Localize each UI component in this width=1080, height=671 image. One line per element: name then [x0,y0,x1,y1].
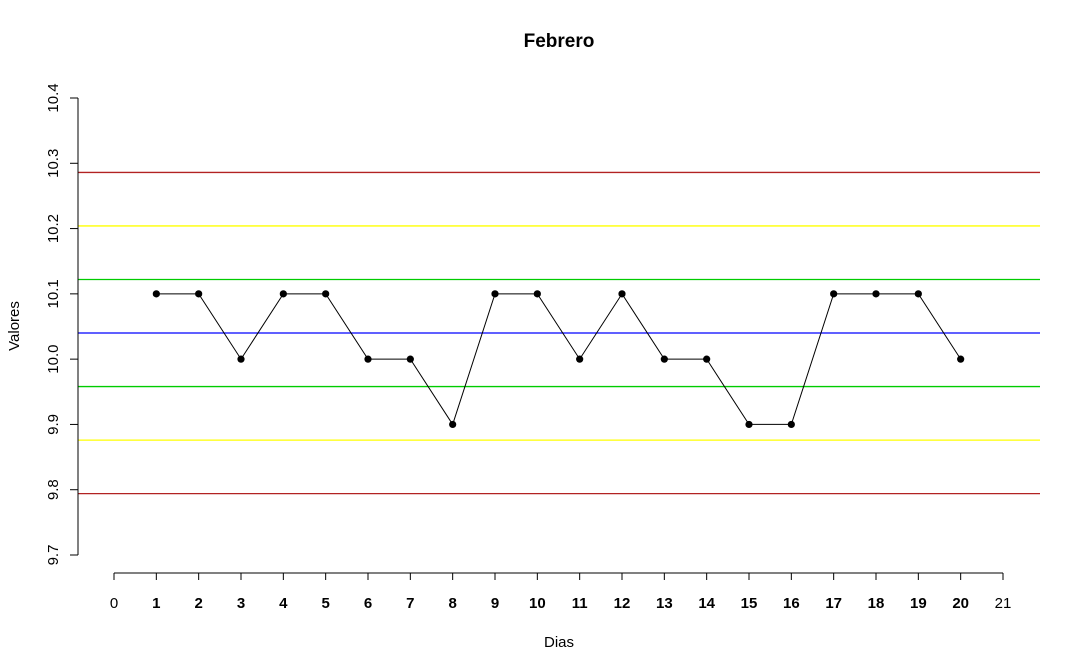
x-tick-label: 12 [614,595,631,612]
data-point [533,290,541,298]
x-tick-label: 18 [868,595,885,612]
reference-lines [78,171,1040,495]
data-point [660,355,668,363]
y-tick-label: 10.0 [45,345,62,374]
data-point [491,290,499,298]
x-tick-label: 20 [952,595,969,612]
x-tick-label: 9 [491,595,499,612]
x-tick-label: 15 [741,595,758,612]
x-tick-label: 16 [783,595,800,612]
x-tick-label: 3 [237,595,245,612]
data-point [576,355,584,363]
x-tick-label: 14 [698,595,715,612]
y-tick-label: 10.2 [45,214,62,243]
x-tick-label: 0 [110,595,118,612]
data-point [152,290,160,298]
data-point [703,355,711,363]
data-point [322,290,330,298]
data-point [449,420,457,429]
data-point [830,290,838,298]
x-tick-label: 13 [656,595,673,612]
data-series [152,290,965,429]
y-tick-label: 10.1 [45,279,62,308]
x-tick-label: 5 [321,595,329,612]
x-axis-ticks: 0 1 2 3 4 5 6 7 8 9 10 11 12 13 14 15 16 17 18 19 20 21 [110,573,1012,612]
x-tick-label: 2 [194,595,202,612]
x-tick-label: 4 [279,595,288,612]
data-point [279,290,287,298]
y-tick-label: 9.9 [45,414,62,435]
data-point [872,290,880,298]
x-tick-label: 21 [995,595,1012,612]
data-point [787,420,795,429]
chart-title: Febrero [524,31,595,52]
data-point [406,355,414,363]
y-axis-ticks: 9.7 9.8 9.9 10.0 10.1 10.2 10.3 10.4 [45,83,78,565]
x-tick-label: 8 [448,595,456,612]
data-point [745,420,753,429]
y-tick-label: 9.8 [45,479,62,500]
x-tick-label: 19 [910,595,927,612]
x-axis-title: Dias [544,634,574,651]
x-tick-label: 7 [406,595,414,612]
x-tick-label: 1 [152,595,160,612]
data-point [237,355,245,363]
data-point [364,355,372,363]
x-tick-label: 17 [825,595,842,612]
data-point [957,355,965,363]
y-tick-label: 10.4 [45,83,62,112]
x-tick-label: 11 [572,595,588,612]
x-tick-label: 10 [529,595,546,612]
data-point [195,290,203,298]
y-tick-label: 9.7 [45,545,62,566]
data-point [914,290,922,298]
data-point [618,290,626,298]
series-line [156,292,962,426]
y-axis-title: Valores [6,301,23,351]
x-tick-label: 6 [364,595,372,612]
y-tick-label: 10.3 [45,149,62,178]
